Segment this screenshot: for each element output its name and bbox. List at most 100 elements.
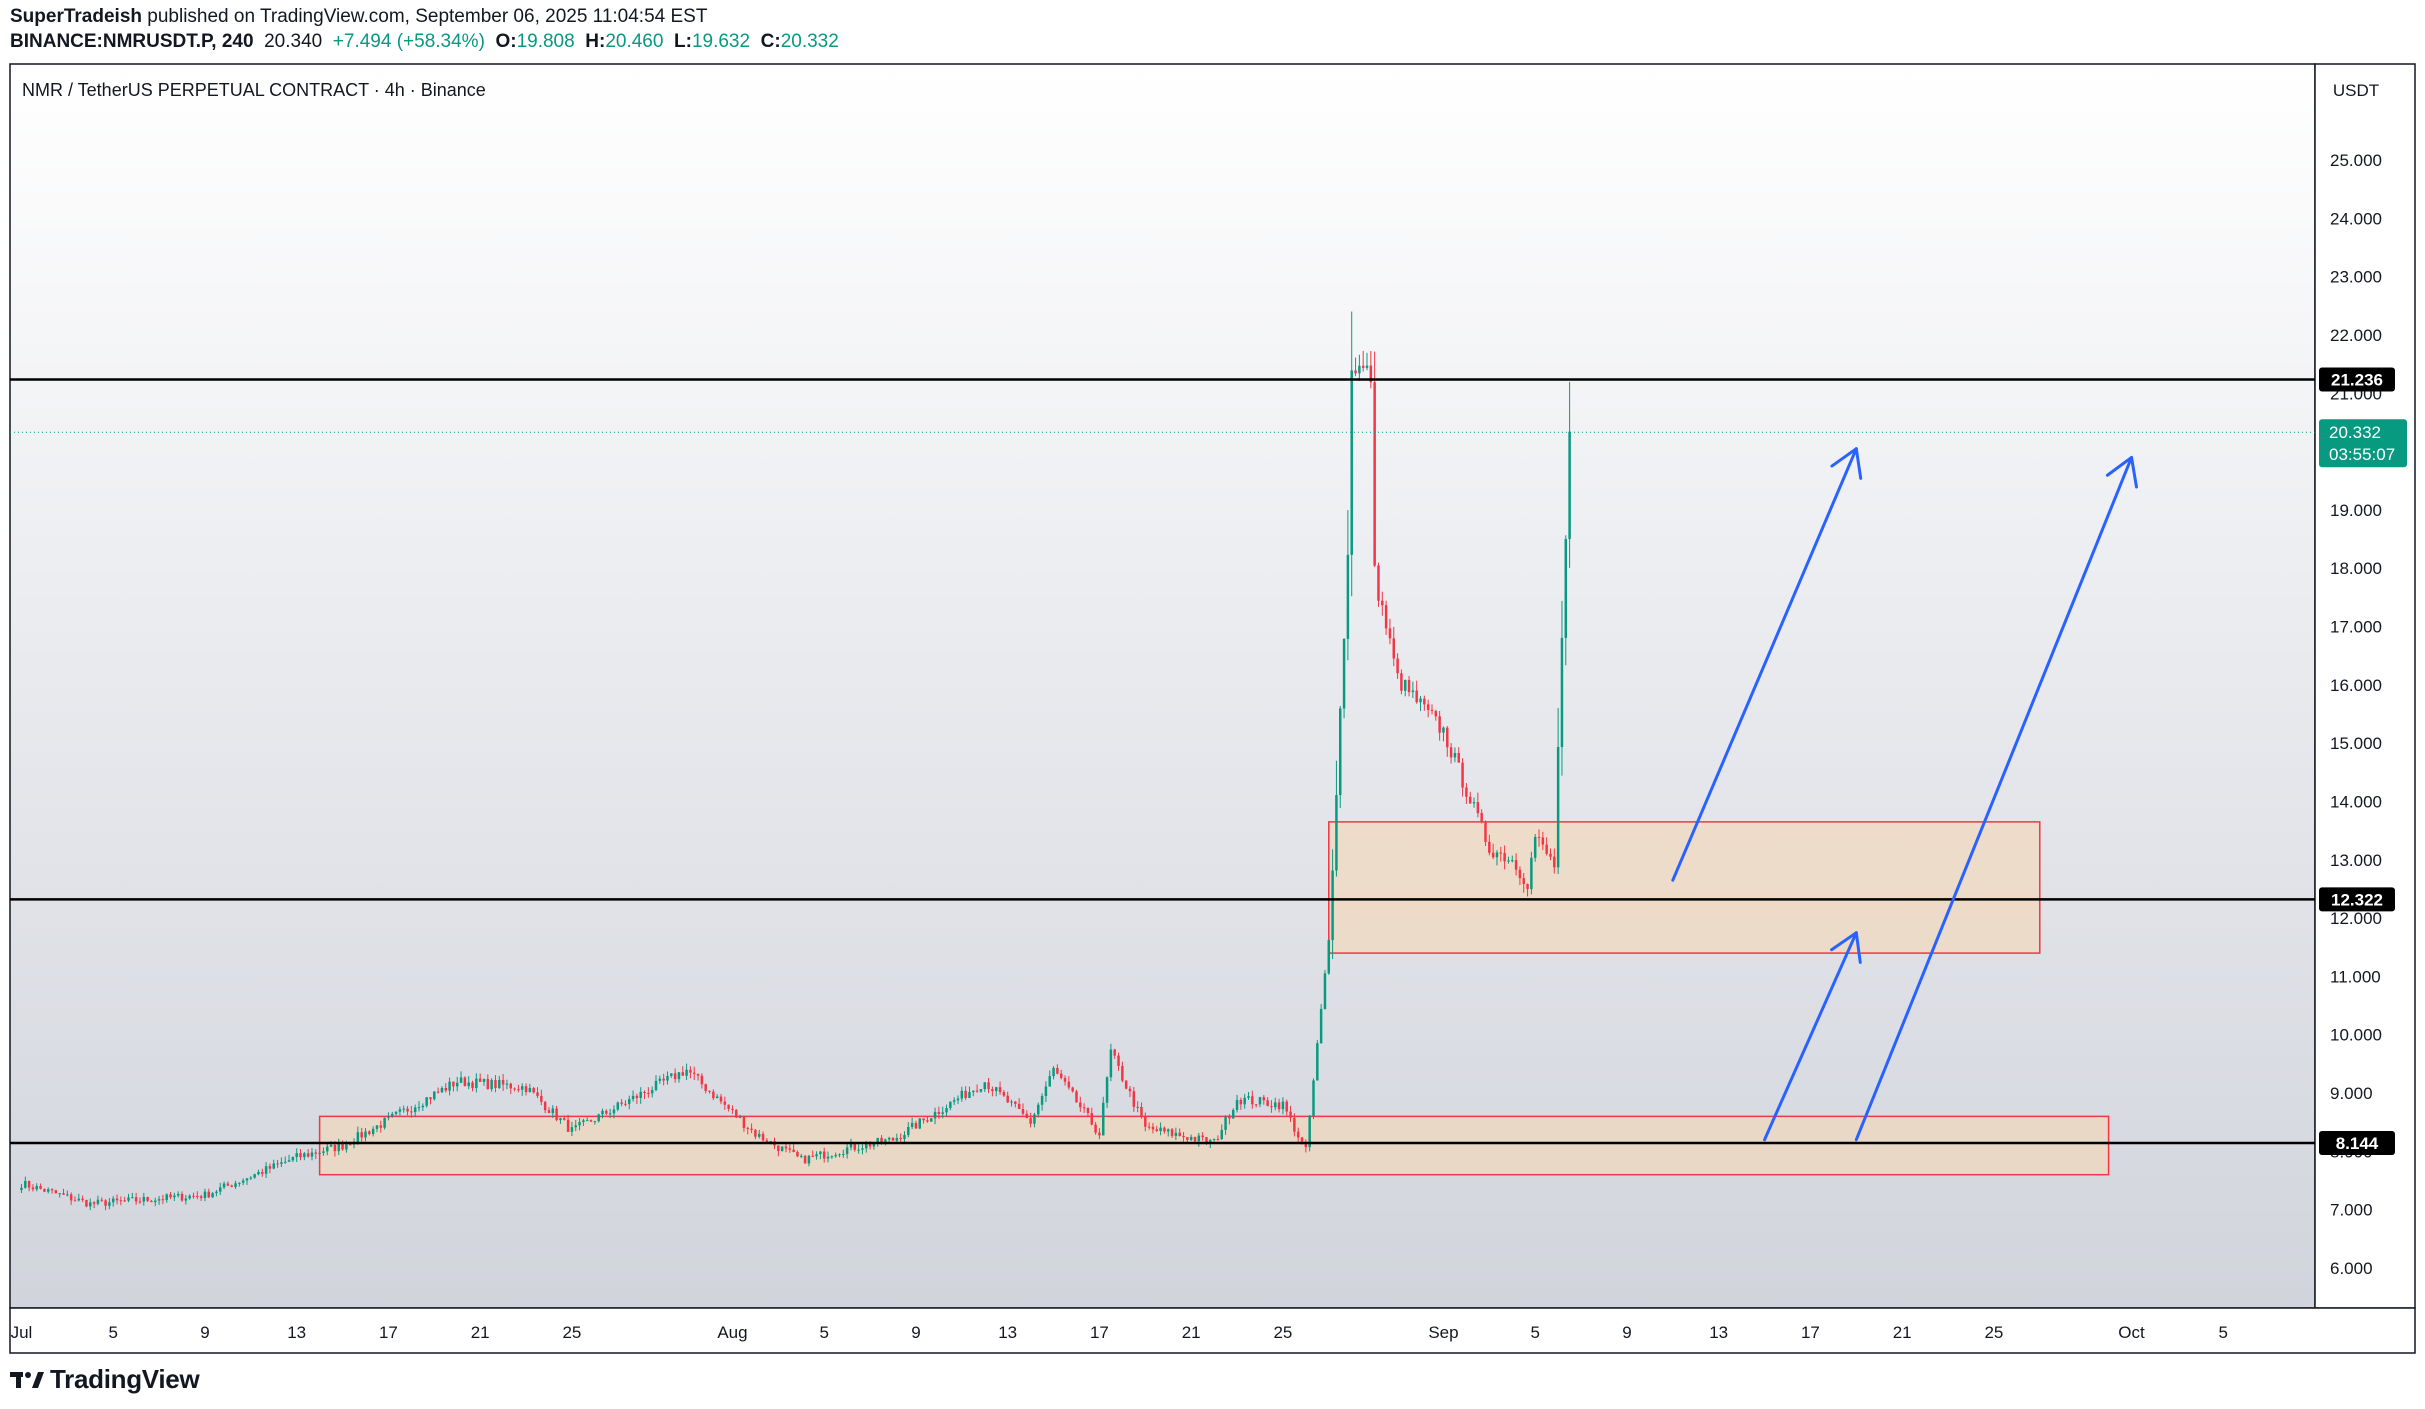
candle-body[interactable] xyxy=(291,1157,295,1161)
candle-body[interactable] xyxy=(708,1090,711,1092)
candle-body[interactable] xyxy=(440,1087,444,1093)
candle-body[interactable] xyxy=(348,1144,352,1146)
candle-body[interactable] xyxy=(551,1108,555,1114)
candle-body[interactable] xyxy=(146,1196,149,1201)
candle-body[interactable] xyxy=(1182,1135,1185,1138)
candle-body[interactable] xyxy=(322,1151,325,1153)
candle-body[interactable] xyxy=(1029,1118,1032,1124)
candle-body[interactable] xyxy=(532,1088,535,1093)
candle-body[interactable] xyxy=(310,1152,314,1157)
candle-body[interactable] xyxy=(1163,1127,1166,1132)
candle-body[interactable] xyxy=(868,1143,872,1147)
candle-body[interactable] xyxy=(1556,747,1560,868)
candle-body[interactable] xyxy=(513,1088,516,1090)
candle-body[interactable] xyxy=(1010,1101,1013,1103)
candle-body[interactable] xyxy=(1442,727,1445,733)
candle-body[interactable] xyxy=(436,1091,440,1093)
candle-body[interactable] xyxy=(1430,709,1434,712)
candle-body[interactable] xyxy=(1289,1111,1292,1118)
candle-body[interactable] xyxy=(66,1194,69,1196)
candle-body[interactable] xyxy=(1415,690,1418,703)
candle-body[interactable] xyxy=(1002,1092,1006,1096)
candle-body[interactable] xyxy=(807,1155,811,1164)
candle-body[interactable] xyxy=(245,1178,249,1181)
candle-body[interactable] xyxy=(685,1069,688,1076)
candle-body[interactable] xyxy=(578,1122,581,1126)
candle-body[interactable] xyxy=(616,1102,620,1110)
candle-body[interactable] xyxy=(165,1194,168,1201)
candle-body[interactable] xyxy=(1560,637,1564,748)
candle-body[interactable] xyxy=(1522,878,1525,885)
candle-body[interactable] xyxy=(1403,679,1407,691)
candle-body[interactable] xyxy=(524,1086,528,1092)
candle-body[interactable] xyxy=(1059,1073,1063,1078)
candle-body[interactable] xyxy=(199,1196,203,1198)
candle-body[interactable] xyxy=(180,1193,184,1201)
candle-body[interactable] xyxy=(1197,1135,1201,1142)
candle-body[interactable] xyxy=(1323,973,1327,1009)
candle-body[interactable] xyxy=(834,1155,837,1157)
candle-body[interactable] xyxy=(861,1148,864,1150)
candle-body[interactable] xyxy=(593,1121,597,1123)
candle-body[interactable] xyxy=(845,1147,849,1155)
candle-body[interactable] xyxy=(287,1160,291,1162)
candle-body[interactable] xyxy=(234,1183,237,1187)
candle-body[interactable] xyxy=(635,1095,639,1098)
candle-body[interactable] xyxy=(1518,869,1522,879)
candle-body[interactable] xyxy=(394,1111,398,1114)
candle-body[interactable] xyxy=(215,1191,218,1194)
candle-body[interactable] xyxy=(899,1138,902,1140)
candle-body[interactable] xyxy=(306,1153,310,1157)
candle-body[interactable] xyxy=(371,1128,375,1135)
candle-body[interactable] xyxy=(1124,1080,1128,1089)
candle-body[interactable] xyxy=(1144,1116,1147,1127)
candle-body[interactable] xyxy=(1113,1049,1116,1056)
candle-body[interactable] xyxy=(387,1116,390,1118)
candle-body[interactable] xyxy=(1568,431,1571,540)
candle-body[interactable] xyxy=(639,1091,642,1098)
candle-body[interactable] xyxy=(1514,860,1518,870)
candle-body[interactable] xyxy=(949,1101,952,1109)
candle-body[interactable] xyxy=(1086,1107,1090,1114)
candle-body[interactable] xyxy=(314,1152,318,1154)
candle-body[interactable] xyxy=(536,1092,539,1096)
candle-body[interactable] xyxy=(723,1101,727,1105)
candle-body[interactable] xyxy=(1109,1049,1113,1078)
candle-body[interactable] xyxy=(299,1153,302,1158)
candle-body[interactable] xyxy=(677,1072,681,1080)
candle-body[interactable] xyxy=(1044,1086,1048,1097)
candle-body[interactable] xyxy=(1434,711,1438,717)
candle-body[interactable] xyxy=(800,1155,803,1157)
candle-body[interactable] xyxy=(700,1075,704,1085)
candle-body[interactable] xyxy=(520,1086,524,1090)
candle-body[interactable] xyxy=(272,1163,275,1169)
candle-body[interactable] xyxy=(1174,1132,1178,1136)
candle-body[interactable] xyxy=(582,1120,585,1123)
candle-body[interactable] xyxy=(654,1080,658,1091)
candle-body[interactable] xyxy=(1017,1103,1021,1109)
candle-body[interactable] xyxy=(597,1114,600,1122)
candle-body[interactable] xyxy=(1537,836,1541,838)
candle-body[interactable] xyxy=(987,1082,990,1090)
candle-body[interactable] xyxy=(1308,1115,1311,1148)
candle-body[interactable] xyxy=(192,1195,195,1197)
candle-body[interactable] xyxy=(326,1146,329,1152)
candle-body[interactable] xyxy=(261,1171,264,1174)
candle-body[interactable] xyxy=(1189,1136,1193,1140)
candle-body[interactable] xyxy=(1170,1129,1174,1136)
candle-body[interactable] xyxy=(1285,1101,1288,1112)
candle-body[interactable] xyxy=(1128,1088,1132,1092)
candle-body[interactable] xyxy=(429,1097,432,1100)
candle-body[interactable] xyxy=(1178,1132,1181,1136)
candle-body[interactable] xyxy=(842,1154,845,1156)
candle-body[interactable] xyxy=(757,1133,761,1137)
candle-body[interactable] xyxy=(1461,762,1464,788)
candle-body[interactable] xyxy=(895,1138,899,1141)
candle-body[interactable] xyxy=(368,1131,371,1135)
candle-body[interactable] xyxy=(1258,1097,1262,1105)
candle-body[interactable] xyxy=(929,1118,933,1122)
candle-body[interactable] xyxy=(425,1097,428,1106)
candle-body[interactable] xyxy=(100,1199,103,1201)
candle-body[interactable] xyxy=(157,1199,161,1201)
candle-body[interactable] xyxy=(1155,1129,1159,1132)
